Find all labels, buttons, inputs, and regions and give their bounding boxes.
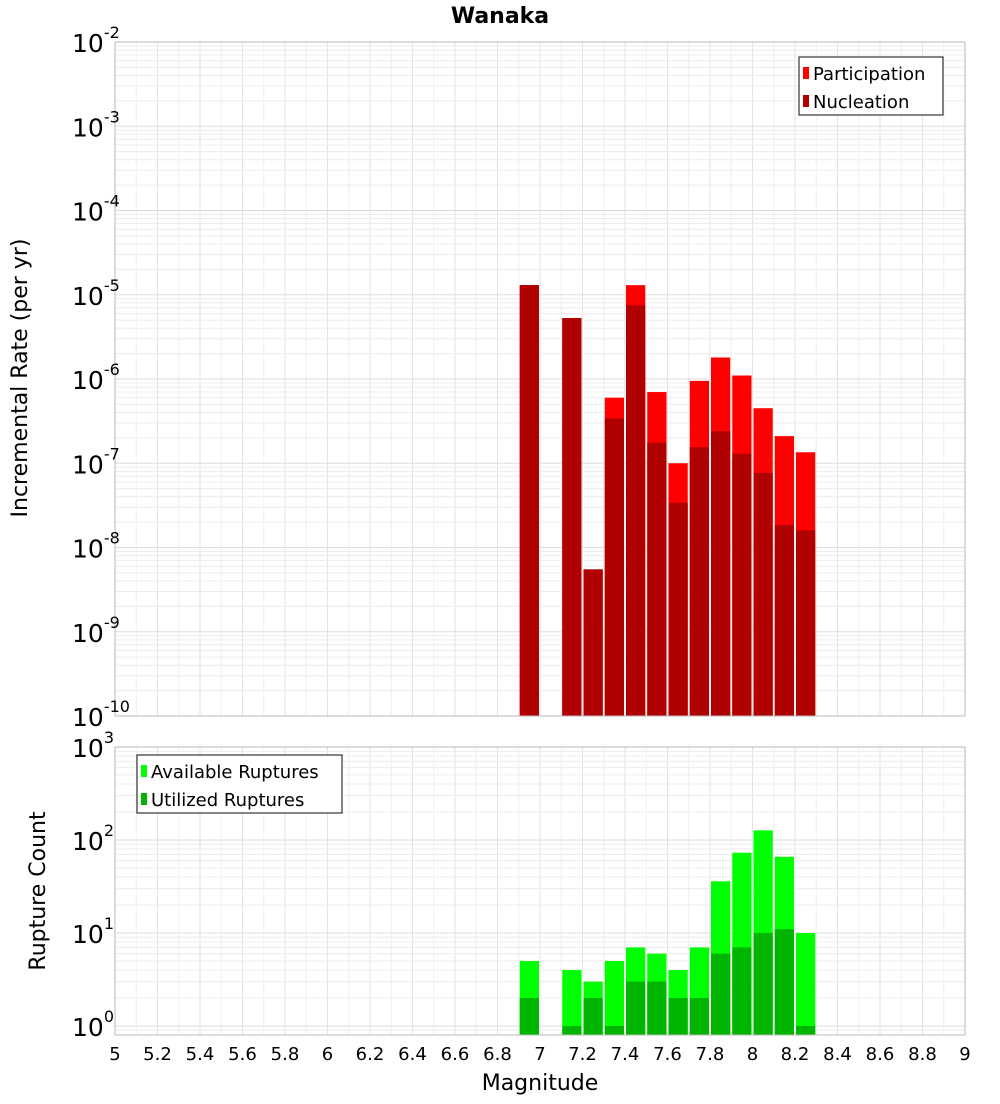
y-axis-label-count: Rupture Count <box>26 811 51 971</box>
bar-nucleation <box>753 472 773 716</box>
bar-nucleation <box>604 418 624 716</box>
y-tick-label: 102 <box>72 821 114 856</box>
bar-utilized-ruptures <box>604 1025 624 1035</box>
bar-nucleation <box>668 502 688 716</box>
bar-nucleation <box>732 453 752 716</box>
x-tick-labels: 5 5.2 5.4 5.6 5.8 6 6.2 6.4 6.6 6.8 7 7.2 7.4 7.6 7.8 8… <box>109 1044 970 1065</box>
x-axis-label: Magnitude <box>482 1071 599 1096</box>
legend-label: Nucleation <box>813 92 909 113</box>
x-tick-label: 7.8 <box>696 1044 725 1065</box>
legend-label: Participation <box>813 64 925 85</box>
y-tick-labels: 10-2 10-3 10-4 10-5 10-6 10-7 10-8 10-9 10-10 <box>72 23 130 732</box>
y-tick-label: 10-7 <box>72 444 120 479</box>
y-tick-label: 10-3 <box>72 107 120 142</box>
y-tick-label: 10-10 <box>72 697 130 732</box>
legend-swatch <box>141 793 147 805</box>
bar-nucleation <box>626 305 646 716</box>
bar-utilized-ruptures <box>774 929 794 1035</box>
bar-nucleation <box>689 447 709 716</box>
x-tick-label: 5 <box>109 1044 120 1065</box>
bar-nucleation <box>796 530 816 716</box>
x-tick-label: 5.2 <box>143 1044 172 1065</box>
x-tick-label: 6.6 <box>441 1044 470 1065</box>
y-tick-label: 10-5 <box>72 276 120 311</box>
bar-nucleation <box>774 524 794 716</box>
x-tick-label: 8.4 <box>823 1044 852 1065</box>
y-tick-label: 100 <box>72 1007 114 1042</box>
bar-available-ruptures <box>562 969 582 1035</box>
y-tick-label: 10-4 <box>72 192 120 227</box>
bar-utilized-ruptures <box>753 932 773 1035</box>
bar-utilized-ruptures <box>732 947 752 1035</box>
bar-nucleation <box>562 317 582 716</box>
x-tick-label: 6.2 <box>356 1044 385 1065</box>
x-tick-label: 9 <box>959 1044 970 1065</box>
x-tick-label: 5.6 <box>228 1044 257 1065</box>
bar-utilized-ruptures <box>562 1025 582 1035</box>
x-tick-label: 8.2 <box>781 1044 810 1065</box>
bar-utilized-ruptures <box>519 997 539 1035</box>
legend-label: Utilized Ruptures <box>151 790 304 811</box>
bar-nucleation <box>519 285 539 716</box>
x-tick-label: 8 <box>747 1044 758 1065</box>
legend-swatch <box>803 95 809 107</box>
bar-available-ruptures <box>604 960 624 1035</box>
bar-nucleation <box>647 442 667 716</box>
legend: Participation Nucleation <box>798 56 944 116</box>
y-tick-label: 10-6 <box>72 360 120 395</box>
bar-utilized-ruptures <box>796 1025 816 1035</box>
x-tick-label: 5.8 <box>271 1044 300 1065</box>
x-tick-label: 7.4 <box>611 1044 640 1065</box>
y-tick-label: 101 <box>72 914 114 949</box>
y-tick-label: 10-8 <box>72 529 120 564</box>
x-tick-label: 6.8 <box>483 1044 512 1065</box>
x-tick-label: 7 <box>534 1044 545 1065</box>
chart-title: Wanaka <box>451 4 549 29</box>
bar-nucleation <box>583 569 603 716</box>
bar-utilized-ruptures <box>647 981 667 1035</box>
legend-swatch <box>803 67 809 79</box>
bars <box>519 285 816 716</box>
x-tick-label: 5.4 <box>186 1044 215 1065</box>
x-tick-label: 6 <box>322 1044 333 1065</box>
bar-utilized-ruptures <box>668 997 688 1035</box>
x-tick-label: 8.8 <box>908 1044 937 1065</box>
y-tick-label: 10-2 <box>72 23 120 58</box>
x-tick-label: 7.2 <box>568 1044 597 1065</box>
legend: Available Ruptures Utilized Ruptures <box>136 754 343 814</box>
bar-utilized-ruptures <box>711 953 731 1035</box>
y-axis-label-rate: Incremental Rate (per yr) <box>8 239 33 518</box>
x-tick-label: 6.4 <box>398 1044 427 1065</box>
bars <box>519 830 816 1035</box>
bar-available-ruptures <box>796 932 816 1035</box>
rate-plot: 10-2 10-3 10-4 10-5 10-6 10-7 10-8 10-9 10-10 Par… <box>72 23 966 732</box>
y-tick-labels: 103 102 101 100 <box>72 728 114 1042</box>
legend-label: Available Ruptures <box>151 762 319 783</box>
bar-nucleation <box>711 431 731 716</box>
bar-utilized-ruptures <box>583 997 603 1035</box>
x-tick-label: 7.6 <box>653 1044 682 1065</box>
bar-utilized-ruptures <box>689 997 709 1035</box>
x-tick-label: 8.6 <box>866 1044 895 1065</box>
y-tick-label: 10-9 <box>72 613 120 648</box>
legend-swatch <box>141 765 147 777</box>
grid-lines <box>114 41 966 717</box>
bar-utilized-ruptures <box>626 981 646 1035</box>
y-tick-label: 103 <box>72 728 114 763</box>
